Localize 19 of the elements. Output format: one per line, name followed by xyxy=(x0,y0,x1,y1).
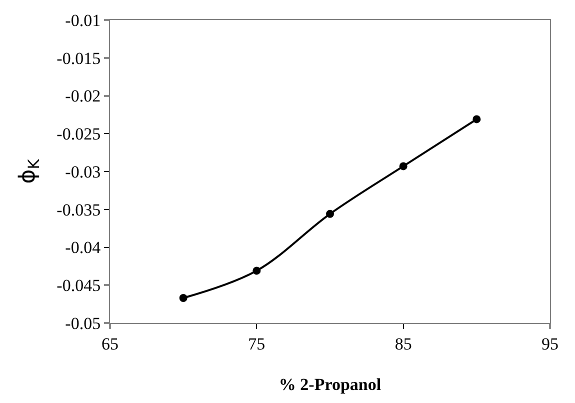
point xyxy=(472,115,481,124)
y-tick-label: -0.03 xyxy=(65,162,101,182)
x-tick-label: 65 xyxy=(102,334,118,354)
y-tick-label: -0.015 xyxy=(56,48,101,68)
point xyxy=(399,162,408,170)
x-tick-label: 95 xyxy=(542,334,558,354)
y-tick-label: -0.01 xyxy=(65,10,101,30)
x-tick-label: 75 xyxy=(248,334,266,354)
y-tick-label: -0.04 xyxy=(65,238,102,258)
y-tick-label: -0.02 xyxy=(65,86,101,106)
y-tick-label: -0.045 xyxy=(56,276,101,296)
point xyxy=(326,210,334,218)
y-tick-label: -0.05 xyxy=(65,314,101,333)
y-tick-label: -0.025 xyxy=(56,124,101,144)
y-tick-label: -0.035 xyxy=(56,200,101,220)
x-axis-title: % 2-Propanol xyxy=(278,374,382,394)
point xyxy=(252,266,261,275)
x-tick-label: 85 xyxy=(394,334,412,354)
point xyxy=(179,294,188,302)
